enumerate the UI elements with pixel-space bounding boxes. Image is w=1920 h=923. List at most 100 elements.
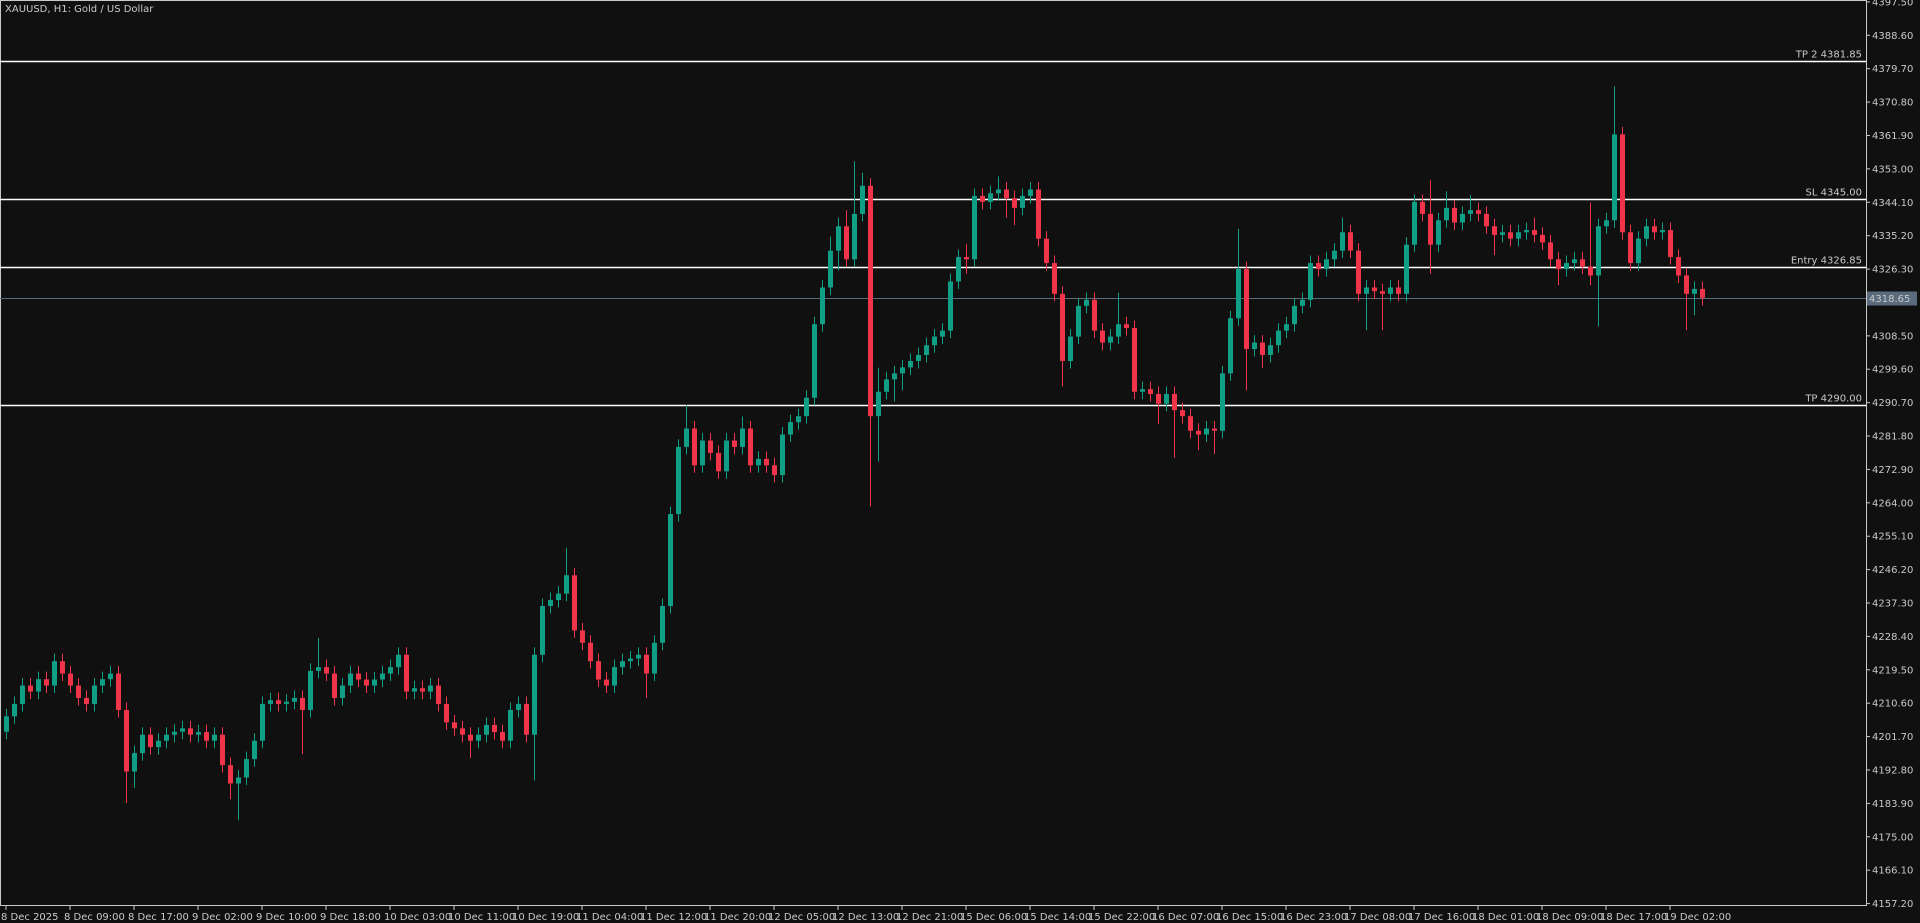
candle-body <box>308 670 313 710</box>
x-tick-label: 10 Dec 11:00 <box>448 912 515 923</box>
candle-body <box>516 703 521 710</box>
candle-body <box>1444 207 1449 221</box>
y-tick-label: 4166.10 <box>1872 866 1913 877</box>
x-tick-label: 16 Dec 15:00 <box>1216 912 1283 923</box>
y-tick-label: 4219.50 <box>1872 665 1913 676</box>
candle-body <box>1148 389 1153 395</box>
candle-body <box>1420 201 1425 214</box>
y-tick-label: 4326.30 <box>1872 265 1913 276</box>
candle-body <box>1156 394 1161 404</box>
x-tick-label: 18 Dec 17:00 <box>1600 912 1667 923</box>
candle-body <box>116 673 121 710</box>
candle-body <box>652 642 657 674</box>
candle-body <box>1524 230 1529 233</box>
candle-body <box>1532 230 1537 235</box>
candle-body <box>1428 213 1433 245</box>
candle-body <box>1052 263 1057 294</box>
y-tick-label: 4201.70 <box>1872 732 1913 743</box>
candle-body <box>1364 287 1369 294</box>
y-tick-label: 4335.20 <box>1872 231 1913 242</box>
candle-body <box>1412 201 1417 245</box>
candle-body <box>676 446 681 515</box>
candle-body <box>1292 305 1297 325</box>
x-tick-label: 19 Dec 02:00 <box>1664 912 1731 923</box>
candle-body <box>60 661 65 674</box>
candle-body <box>36 679 41 692</box>
candle-body <box>1596 226 1601 276</box>
candle-body <box>1652 226 1657 233</box>
candle-body <box>1380 291 1385 294</box>
candle-body <box>668 514 673 607</box>
candle-body <box>1300 299 1305 306</box>
candle-body <box>876 391 881 417</box>
candle-body <box>244 759 249 778</box>
candle-body <box>580 630 585 643</box>
candle-body <box>452 722 457 729</box>
candle-body <box>716 452 721 472</box>
candle-body <box>92 685 97 704</box>
candle-body <box>1468 210 1473 214</box>
x-tick-label: 11 Dec 20:00 <box>704 912 771 923</box>
candle-body <box>1348 232 1353 251</box>
candle-body <box>860 185 865 214</box>
candle-body <box>868 185 873 417</box>
candle-body <box>100 679 105 686</box>
candle-body <box>1452 207 1457 223</box>
candle-body <box>1372 287 1377 292</box>
y-tick-label: 4361.90 <box>1872 131 1913 142</box>
x-tick-label: 18 Dec 01:00 <box>1472 912 1539 923</box>
y-tick-label: 4379.70 <box>1872 64 1913 75</box>
candle-body <box>404 654 409 692</box>
candle-body <box>1060 293 1065 361</box>
candle-body <box>1244 269 1249 349</box>
candle-body <box>1124 324 1129 328</box>
candle-body <box>20 685 25 704</box>
candle-body <box>468 734 473 741</box>
candle-body <box>740 428 745 447</box>
candle-body <box>340 685 345 698</box>
candle-body <box>1692 288 1697 294</box>
candle-body <box>76 685 81 698</box>
plot-frame <box>0 0 1867 906</box>
candle-body <box>1092 299 1097 331</box>
candle-body <box>540 606 545 655</box>
x-tick-label: 8 Dec 09:00 <box>64 912 125 923</box>
candle-body <box>812 324 817 398</box>
candle-body <box>1572 259 1577 264</box>
candle-body <box>1220 373 1225 431</box>
candle-body <box>300 697 305 710</box>
x-tick-label: 15 Dec 06:00 <box>960 912 1027 923</box>
candle-body <box>932 336 937 346</box>
y-tick-label: 4255.10 <box>1872 532 1913 543</box>
x-tick-label: 11 Dec 12:00 <box>640 912 707 923</box>
candle-body <box>52 661 57 686</box>
candle-body <box>532 654 537 735</box>
candle-body <box>436 685 441 704</box>
candle-body <box>1268 345 1273 355</box>
candle-body <box>804 397 809 417</box>
candle-body <box>204 732 209 741</box>
candle-body <box>348 673 353 686</box>
candle-body <box>492 724 497 733</box>
y-tick-label: 4290.70 <box>1872 398 1913 409</box>
candle-body <box>316 667 321 671</box>
candle-body <box>612 667 617 686</box>
candle-body <box>980 195 985 202</box>
candle-body <box>796 416 801 423</box>
candle-body <box>260 703 265 741</box>
candle-body <box>1188 416 1193 431</box>
candle-body <box>1492 226 1497 235</box>
candle-body <box>1044 238 1049 264</box>
candle-body <box>948 281 953 331</box>
candle-body <box>108 673 113 680</box>
y-tick-label: 4299.60 <box>1872 365 1913 376</box>
candle-body <box>852 213 857 260</box>
candle-body <box>4 716 9 732</box>
candle-body <box>1604 220 1609 227</box>
candle-body <box>1140 389 1145 392</box>
candle-body <box>1212 428 1217 431</box>
candle-body <box>1476 210 1481 214</box>
y-tick-label: 4272.90 <box>1872 465 1913 476</box>
